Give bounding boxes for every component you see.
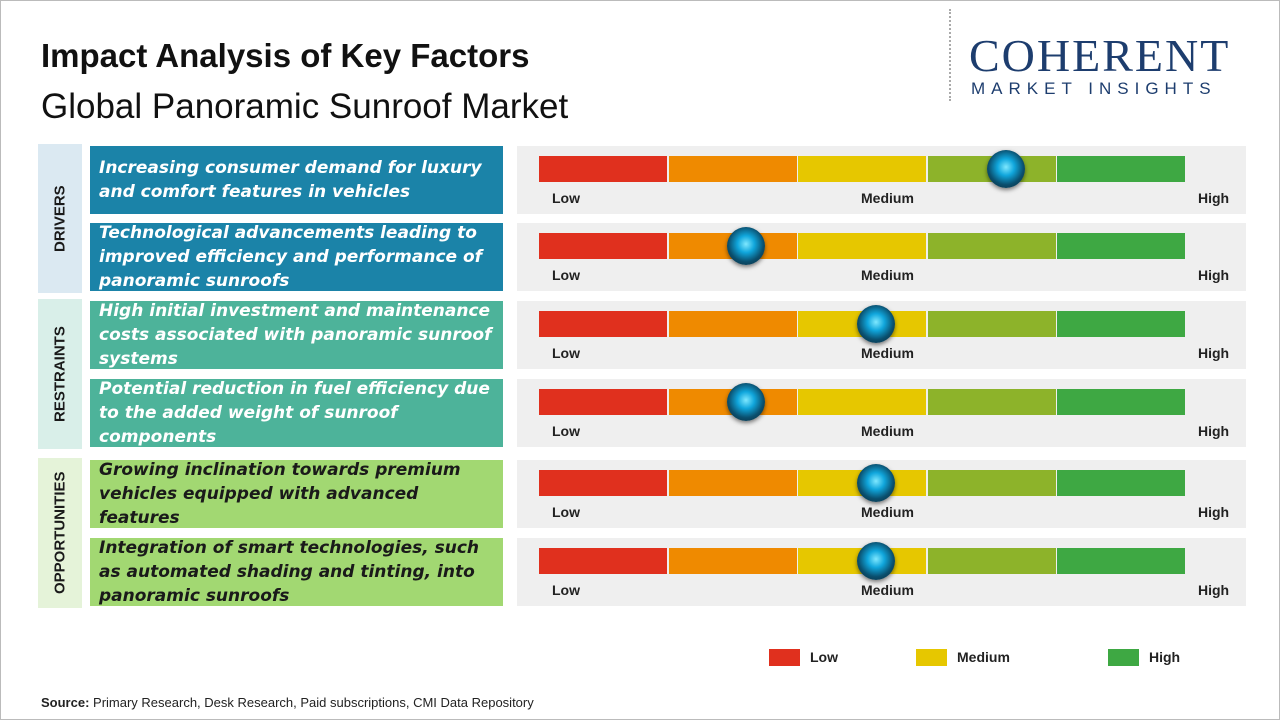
group-label: DRIVERS <box>38 144 82 293</box>
legend-label: Low <box>810 649 838 665</box>
group-label: RESTRAINTS <box>38 299 82 449</box>
gauge-segment <box>668 156 797 182</box>
factor-text: Growing inclination towards premium vehi… <box>90 460 503 528</box>
legend-label: High <box>1149 649 1181 665</box>
scale-high: High <box>1198 423 1230 439</box>
gauge-segment <box>668 548 797 574</box>
scale-low: Low <box>552 267 580 283</box>
gauge-segment <box>798 156 927 182</box>
impact-knob <box>856 542 895 580</box>
scale-high: High <box>1198 504 1230 520</box>
subtitle: Global Panoramic Sunroof Market <box>41 87 569 126</box>
scale-medium: Medium <box>861 423 914 439</box>
logo-tagline: MARKET INSIGHTS <box>971 79 1217 98</box>
scale-medium: Medium <box>861 190 914 206</box>
gauge-segment <box>927 470 1056 496</box>
gauge-segment <box>539 311 668 337</box>
title: Impact Analysis of Key Factors <box>41 37 530 74</box>
gauge-segment <box>1057 470 1186 496</box>
gauge-segment <box>539 389 668 415</box>
gauge-segment <box>539 470 668 496</box>
logo-name: COHERENT <box>969 30 1231 81</box>
gauge-segment <box>1057 233 1186 259</box>
factor-text: Potential reduction in fuel efficiency d… <box>90 379 503 447</box>
legend-swatch <box>916 649 947 666</box>
gauge-segment <box>668 311 797 337</box>
scale-high: High <box>1198 267 1230 283</box>
scale-medium: Medium <box>861 267 914 283</box>
impact-knob <box>856 305 895 343</box>
source: Source: Primary Research, Desk Research,… <box>41 695 534 710</box>
scale-low: Low <box>552 345 580 361</box>
gauge-segment <box>927 548 1056 574</box>
gauge-segment <box>1057 311 1186 337</box>
legend-swatch <box>769 649 800 666</box>
scale-high: High <box>1198 582 1230 598</box>
legend-swatch <box>1108 649 1139 666</box>
gauge-segment <box>668 470 797 496</box>
factor-text: Integration of smart technologies, such … <box>90 538 503 606</box>
scale-low: Low <box>552 504 580 520</box>
group-label: OPPORTUNITIES <box>38 458 82 608</box>
scale-high: High <box>1198 190 1230 206</box>
gauge-segment <box>539 233 668 259</box>
gauge-segment <box>798 233 927 259</box>
gauge-segment <box>539 548 668 574</box>
gauge-segment <box>539 156 668 182</box>
scale-high: High <box>1198 345 1230 361</box>
source-text: Primary Research, Desk Research, Paid su… <box>93 695 534 710</box>
factor-text: Technological advancements leading to im… <box>90 223 503 291</box>
impact-knob <box>986 150 1025 188</box>
factor-text: High initial investment and maintenance … <box>90 301 503 369</box>
gauge-segment <box>1057 548 1186 574</box>
divider <box>949 9 951 101</box>
impact-knob <box>856 464 895 502</box>
gauge-segment <box>927 311 1056 337</box>
scale-medium: Medium <box>861 504 914 520</box>
scale-low: Low <box>552 423 580 439</box>
gauge-segment <box>798 389 927 415</box>
scale-medium: Medium <box>861 345 914 361</box>
impact-knob <box>727 383 766 421</box>
scale-low: Low <box>552 582 580 598</box>
scale-medium: Medium <box>861 582 914 598</box>
scale-low: Low <box>552 190 580 206</box>
factor-text: Increasing consumer demand for luxury an… <box>90 146 503 214</box>
gauge-segment <box>927 233 1056 259</box>
gauge-segment <box>1057 389 1186 415</box>
impact-knob <box>727 227 766 265</box>
legend-label: Medium <box>957 649 1010 665</box>
gauge-segment <box>927 389 1056 415</box>
gauge-segment <box>1057 156 1186 182</box>
source-label: Source: <box>41 695 90 710</box>
